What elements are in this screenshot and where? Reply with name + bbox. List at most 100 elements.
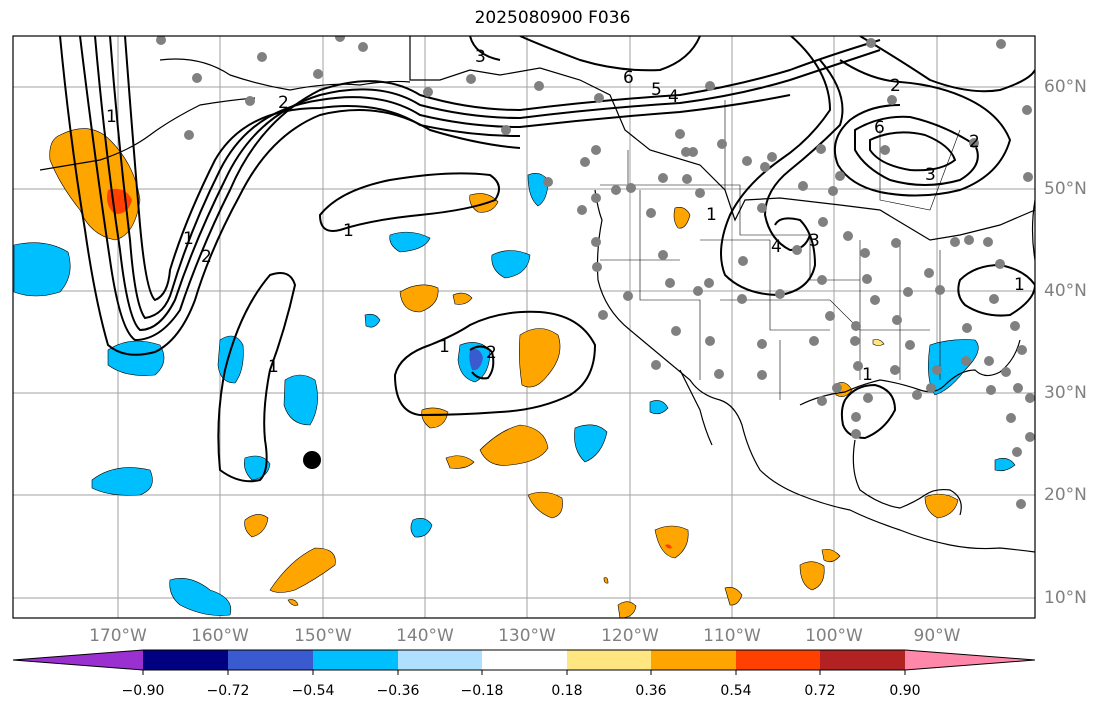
contour-label: 1 [862, 365, 873, 385]
lat-label: 30°N [1044, 383, 1087, 403]
blob-orange [49, 128, 141, 241]
blob-red [665, 544, 672, 549]
lon-label: 120°W [601, 626, 659, 646]
blob-blue [389, 231, 431, 253]
blob-orange [724, 587, 743, 606]
lon-label: 130°W [498, 626, 556, 646]
blob-blue [649, 400, 669, 415]
blob-blue [410, 518, 433, 538]
colorbar-tick-label: −0.90 [121, 683, 165, 699]
blob-blue [91, 467, 153, 496]
blob-blue [169, 578, 232, 616]
colorbar-tick-label: −0.36 [376, 683, 420, 699]
contour-label: 2 [278, 93, 289, 113]
contour-label: 4 [771, 237, 782, 257]
blob-orange [924, 493, 959, 519]
colorbar-swatch [736, 650, 820, 670]
contour-label: 2 [201, 247, 212, 267]
lat-label: 40°N [1044, 281, 1087, 301]
contour-label: 2 [486, 343, 497, 363]
blob-orange [244, 514, 269, 538]
blob-blue [574, 424, 608, 463]
stations [156, 36, 1035, 509]
blob-orange [399, 284, 439, 313]
storm-marker [303, 451, 321, 469]
contour-label: 1 [343, 221, 354, 241]
blob-orange [519, 328, 561, 388]
shaded-anomalies [13, 128, 1016, 618]
contour-label: 5 [651, 80, 662, 100]
blob-blue [283, 374, 318, 426]
lon-label: 150°W [294, 626, 352, 646]
colorbar-swatch [651, 650, 736, 670]
colorbar-tick-label: 0.54 [720, 683, 752, 699]
contour-labels: 3 6 5 4 2 1 1 2 1 1 1 2 1 1 3 4 2 6 2 1 … [106, 47, 1025, 385]
lat-label: 50°N [1044, 179, 1087, 199]
map-frame [12, 35, 1036, 619]
blob-yellow [872, 339, 885, 346]
blob-blue [13, 242, 71, 297]
colorbar-tick-label: 0.18 [551, 683, 583, 699]
blob-orange [654, 525, 689, 559]
contour-label: 3 [809, 231, 820, 251]
colorbar-swatch [820, 650, 905, 670]
contour-label: 1 [439, 337, 450, 357]
blob-orange [799, 561, 825, 591]
blob-orange [617, 601, 637, 618]
blob-orange [603, 577, 609, 584]
blob-orange [673, 207, 691, 229]
contour-label: 1 [1014, 275, 1025, 295]
contour-label: 1 [706, 205, 717, 225]
colorbar-tick-label: −0.18 [460, 683, 504, 699]
blob-orange [452, 292, 473, 305]
blob-orange [527, 491, 563, 519]
lon-label: 140°W [396, 626, 454, 646]
blob-orange [821, 548, 841, 563]
colorbar-swatch [567, 650, 651, 670]
lon-label: 100°W [805, 626, 863, 646]
blob-orange [445, 455, 475, 469]
blob-blue [217, 335, 244, 384]
lat-label: 10°N [1044, 588, 1087, 608]
lat-label: 60°N [1044, 77, 1087, 97]
blob-blue [491, 250, 531, 279]
lon-label: 160°W [191, 626, 249, 646]
contour-label: 1 [183, 229, 194, 249]
blob-orange [479, 424, 549, 466]
lon-label: 90°W [913, 626, 961, 646]
contour-label: 4 [668, 87, 679, 107]
colorbar-swatch [398, 650, 482, 670]
colorbar-swatch [143, 650, 228, 670]
contour-label: 2 [890, 76, 901, 96]
blob-blue [994, 458, 1016, 472]
colorbar-tick-label: −0.54 [291, 683, 335, 699]
blob-blue [364, 313, 381, 328]
contours [59, 36, 1035, 483]
contour-label: 2 [969, 132, 980, 152]
contour-label: 3 [925, 165, 936, 185]
plot-title: 2025080900 F036 [474, 8, 631, 28]
colorbar-tick-label: 0.36 [635, 683, 667, 699]
blob-darkblue [469, 349, 483, 371]
contour-label: 1 [106, 107, 117, 127]
lon-label: 110°W [703, 626, 761, 646]
coastlines [39, 36, 1035, 553]
colorbar-extend-high [905, 650, 1035, 670]
contour-label: 6 [623, 68, 634, 88]
contour-label: 1 [268, 357, 279, 377]
blob-blue [527, 173, 549, 207]
blob-orange [269, 547, 336, 593]
colorbar-swatch [313, 650, 398, 670]
contour-label: 3 [475, 47, 486, 67]
colorbar-tick-label: 0.90 [889, 683, 921, 699]
blob-blue [107, 340, 165, 376]
lon-label: 170°W [89, 626, 147, 646]
colorbar [12, 649, 1036, 675]
colorbar-extend-low [13, 650, 143, 670]
colorbar-tick-label: 0.72 [804, 683, 836, 699]
lat-label: 20°N [1044, 485, 1087, 505]
blob-orange [287, 599, 299, 606]
blob-orange [421, 407, 449, 429]
contour-label: 6 [874, 118, 885, 138]
